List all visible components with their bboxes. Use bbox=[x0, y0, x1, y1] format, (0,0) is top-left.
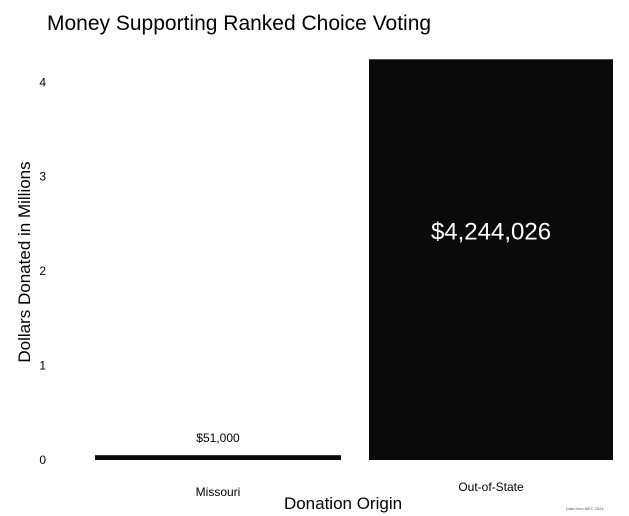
data-label-1: $4,244,026 bbox=[431, 219, 551, 246]
data-labels: $51,000 $4,244,026 bbox=[196, 219, 551, 446]
y-tick-label-2: 2 bbox=[39, 264, 46, 278]
y-tick-label-0: 0 bbox=[39, 453, 46, 467]
bars bbox=[95, 59, 613, 461]
y-tick-labels: 0 1 2 3 4 bbox=[39, 75, 46, 467]
chart-title: Money Supporting Ranked Choice Voting bbox=[47, 12, 431, 35]
y-tick-label-4: 4 bbox=[39, 75, 46, 89]
x-axis-label: Donation Origin bbox=[284, 494, 402, 513]
source-note: Data from MEC 2024 bbox=[566, 506, 604, 511]
bar-0 bbox=[95, 455, 341, 460]
data-label-0: $51,000 bbox=[196, 431, 240, 445]
y-axis-label: Dollars Donated in Millions bbox=[15, 161, 34, 362]
category-label-1: Out-of-State bbox=[458, 480, 524, 494]
y-tick-label-1: 1 bbox=[39, 359, 46, 373]
category-label-0: Missouri bbox=[196, 485, 241, 499]
category-labels: Missouri Out-of-State bbox=[196, 480, 524, 499]
y-tick-label-3: 3 bbox=[39, 170, 46, 184]
bar-1 bbox=[369, 59, 613, 461]
